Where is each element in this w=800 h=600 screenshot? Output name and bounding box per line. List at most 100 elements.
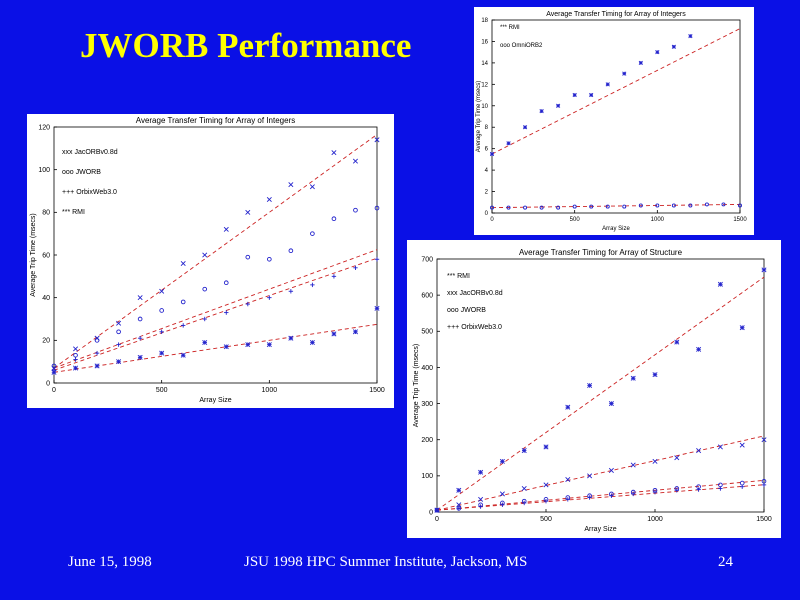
legend-entry: +++ OrbixWeb3.0 <box>447 324 502 331</box>
y-tick-label: 600 <box>421 292 433 299</box>
chart-structure-four-orbs: Average Transfer Timing for Array of Str… <box>413 248 772 533</box>
fit-line-2 <box>436 479 765 511</box>
data-point-0 <box>489 151 495 157</box>
data-point-1 <box>94 338 100 343</box>
data-point-3 <box>718 486 723 491</box>
chart-panel-top-right-integers: Average Transfer Timing for Array of Int… <box>474 7 754 235</box>
data-point-3 <box>137 354 143 360</box>
data-point-0 <box>456 487 462 493</box>
data-point-0 <box>688 33 693 39</box>
data-point-3 <box>202 339 208 345</box>
y-axis-label: Average Trip Time (msecs) <box>413 344 420 428</box>
data-point-1 <box>521 485 527 492</box>
y-tick-label: 20 <box>42 338 50 345</box>
data-point-1 <box>671 203 676 208</box>
data-point-1 <box>638 203 643 208</box>
data-point-3 <box>631 491 636 497</box>
data-point-3 <box>331 331 337 337</box>
y-tick-label: 100 <box>38 167 50 174</box>
data-point-1 <box>202 286 208 292</box>
y-tick-label: 2 <box>485 190 489 196</box>
legend-entry: *** RMI <box>62 209 85 216</box>
data-point-1 <box>490 205 494 210</box>
y-tick-label: 120 <box>38 124 50 131</box>
data-point-0 <box>589 92 594 98</box>
chart-title: Average Transfer Timing for Array of Str… <box>519 248 683 257</box>
data-point-3 <box>159 350 165 356</box>
fit-line-0 <box>53 134 378 369</box>
data-point-3 <box>266 342 272 348</box>
data-point-2 <box>353 265 358 270</box>
data-point-0 <box>630 375 636 381</box>
data-point-3 <box>587 495 592 500</box>
data-point-3 <box>434 507 440 513</box>
legend-entry: ooo JWORB <box>447 307 486 314</box>
data-point-0 <box>522 125 528 130</box>
x-tick-label: 0 <box>52 387 56 394</box>
x-tick-label: 1000 <box>262 387 278 394</box>
slide-title: JWORB Performance <box>80 26 412 65</box>
data-point-1 <box>655 203 660 208</box>
data-point-0 <box>180 261 186 267</box>
y-tick-label: 16 <box>481 39 488 45</box>
data-point-1 <box>223 280 229 286</box>
chart-integers-rmi-omniorb: Average Transfer Timing for Array of Int… <box>476 11 747 232</box>
chart-title: Average Transfer Timing for Array of Int… <box>546 11 686 18</box>
data-point-1 <box>73 352 78 358</box>
data-point-0 <box>565 404 571 410</box>
data-point-1 <box>674 455 680 461</box>
data-point-3 <box>94 363 100 369</box>
y-tick-label: 12 <box>481 82 488 88</box>
y-tick-label: 18 <box>481 18 488 24</box>
data-point-0 <box>608 401 614 407</box>
data-point-0 <box>539 109 544 114</box>
data-point-3 <box>309 339 315 345</box>
fit-line-1 <box>53 249 378 369</box>
data-point-1 <box>652 458 658 464</box>
data-point-1 <box>137 316 143 322</box>
data-point-3 <box>288 335 294 341</box>
data-point-1 <box>630 462 636 468</box>
fit-line-3 <box>53 323 378 373</box>
legend-entry: +++ OrbixWeb3.0 <box>62 189 117 196</box>
legend-entry: *** RMI <box>500 25 520 31</box>
data-point-0 <box>202 252 208 258</box>
data-point-1 <box>739 442 745 448</box>
data-point-2 <box>739 480 745 486</box>
data-point-0 <box>116 320 122 326</box>
y-axis-label: Average Trip Time (msecs) <box>30 213 37 297</box>
x-tick-label: 1500 <box>733 217 747 223</box>
data-point-2 <box>331 274 337 279</box>
data-point-0 <box>671 44 676 49</box>
data-point-1 <box>374 205 380 211</box>
y-tick-label: 300 <box>421 401 433 408</box>
data-point-3 <box>51 369 57 375</box>
data-point-0 <box>352 158 358 164</box>
x-axis-label: Array Size <box>602 226 630 232</box>
y-tick-label: 400 <box>421 365 433 372</box>
y-tick-label: 500 <box>421 329 433 336</box>
data-point-3 <box>696 487 701 492</box>
data-point-0 <box>638 60 643 66</box>
data-point-1 <box>543 482 549 488</box>
data-point-3 <box>609 493 614 498</box>
x-tick-label: 0 <box>435 516 439 523</box>
data-point-0 <box>622 71 627 76</box>
y-tick-label: 200 <box>421 437 433 444</box>
chart-integers-four-orbs: Average Transfer Timing for Array of Int… <box>30 116 385 404</box>
data-point-0 <box>374 137 380 143</box>
data-point-1 <box>506 205 511 210</box>
data-point-1 <box>331 216 337 222</box>
fit-line-0 <box>436 276 765 511</box>
data-point-1 <box>605 204 610 209</box>
data-point-1 <box>704 202 709 207</box>
data-point-2 <box>73 357 78 362</box>
y-tick-label: 6 <box>485 147 489 153</box>
data-point-1 <box>556 205 561 210</box>
x-tick-label: 500 <box>156 387 168 394</box>
data-point-0 <box>159 288 165 294</box>
data-point-0 <box>761 267 767 273</box>
data-point-3 <box>116 359 122 365</box>
data-point-0 <box>556 103 561 108</box>
data-point-2 <box>224 310 229 315</box>
